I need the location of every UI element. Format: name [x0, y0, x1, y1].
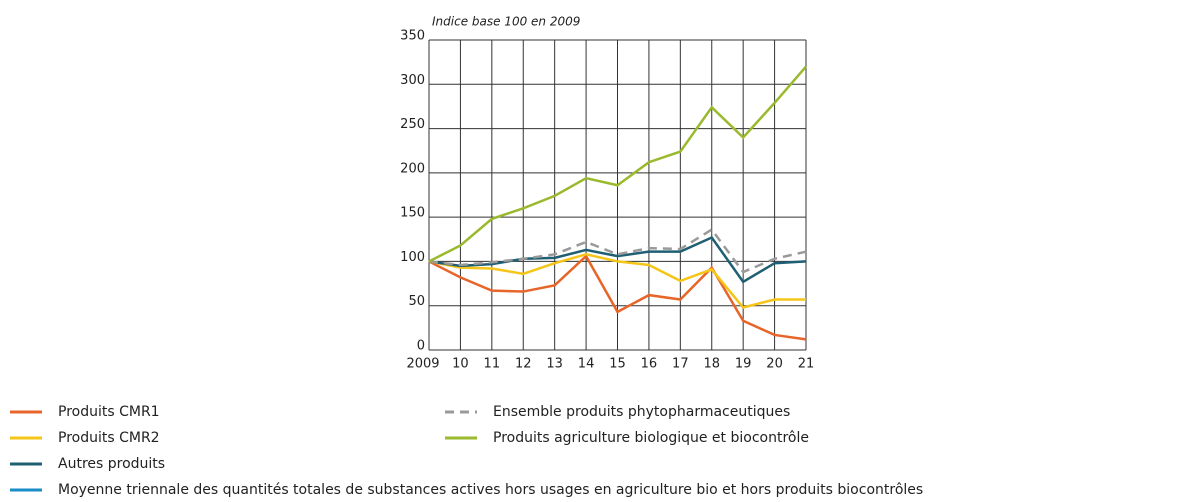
x-tick-label: 16	[641, 357, 658, 372]
x-tick-label: 13	[546, 357, 563, 372]
y-tick-label: 150	[400, 206, 425, 221]
y-tick-label: 350	[400, 29, 425, 44]
series-line	[428, 227, 807, 274]
series-line	[428, 235, 807, 284]
legend-label: Produits CMR2	[58, 430, 160, 446]
subtitle: Indice base 100 en 2009	[432, 15, 580, 29]
x-tick-label: 11	[484, 357, 501, 372]
x-tick-label: 14	[578, 357, 595, 372]
y-tick-label: 200	[400, 161, 425, 176]
y-tick-label: 250	[400, 117, 425, 132]
y-tick-label: 300	[400, 73, 425, 88]
x-tick-label: 18	[703, 357, 720, 372]
series-line	[428, 254, 807, 341]
x-tick-label: 10	[452, 357, 469, 372]
y-tick-label: 0	[417, 339, 425, 354]
x-tick-label: 19	[735, 357, 752, 372]
series-line	[428, 253, 806, 309]
y-tick-label: 100	[400, 250, 425, 265]
x-tick-label: 20	[766, 357, 783, 372]
legend-label: Produits CMR1	[58, 404, 160, 420]
x-tick-label: 17	[672, 357, 689, 372]
legend-label: Autres produits	[58, 456, 165, 472]
series-line	[428, 65, 807, 263]
legend-label: Produits agriculture biologique et bioco…	[493, 430, 809, 446]
x-tick-label: 15	[609, 357, 626, 372]
legend-label: Ensemble produits phytopharmaceutiques	[493, 404, 790, 420]
y-tick-label: 50	[408, 294, 425, 309]
legend-label: Moyenne triennale des quantités totales …	[58, 482, 923, 498]
x-tick-label: 12	[515, 357, 532, 372]
x-tick-label: 2009	[406, 357, 439, 372]
x-tick-label: 21	[798, 357, 815, 372]
